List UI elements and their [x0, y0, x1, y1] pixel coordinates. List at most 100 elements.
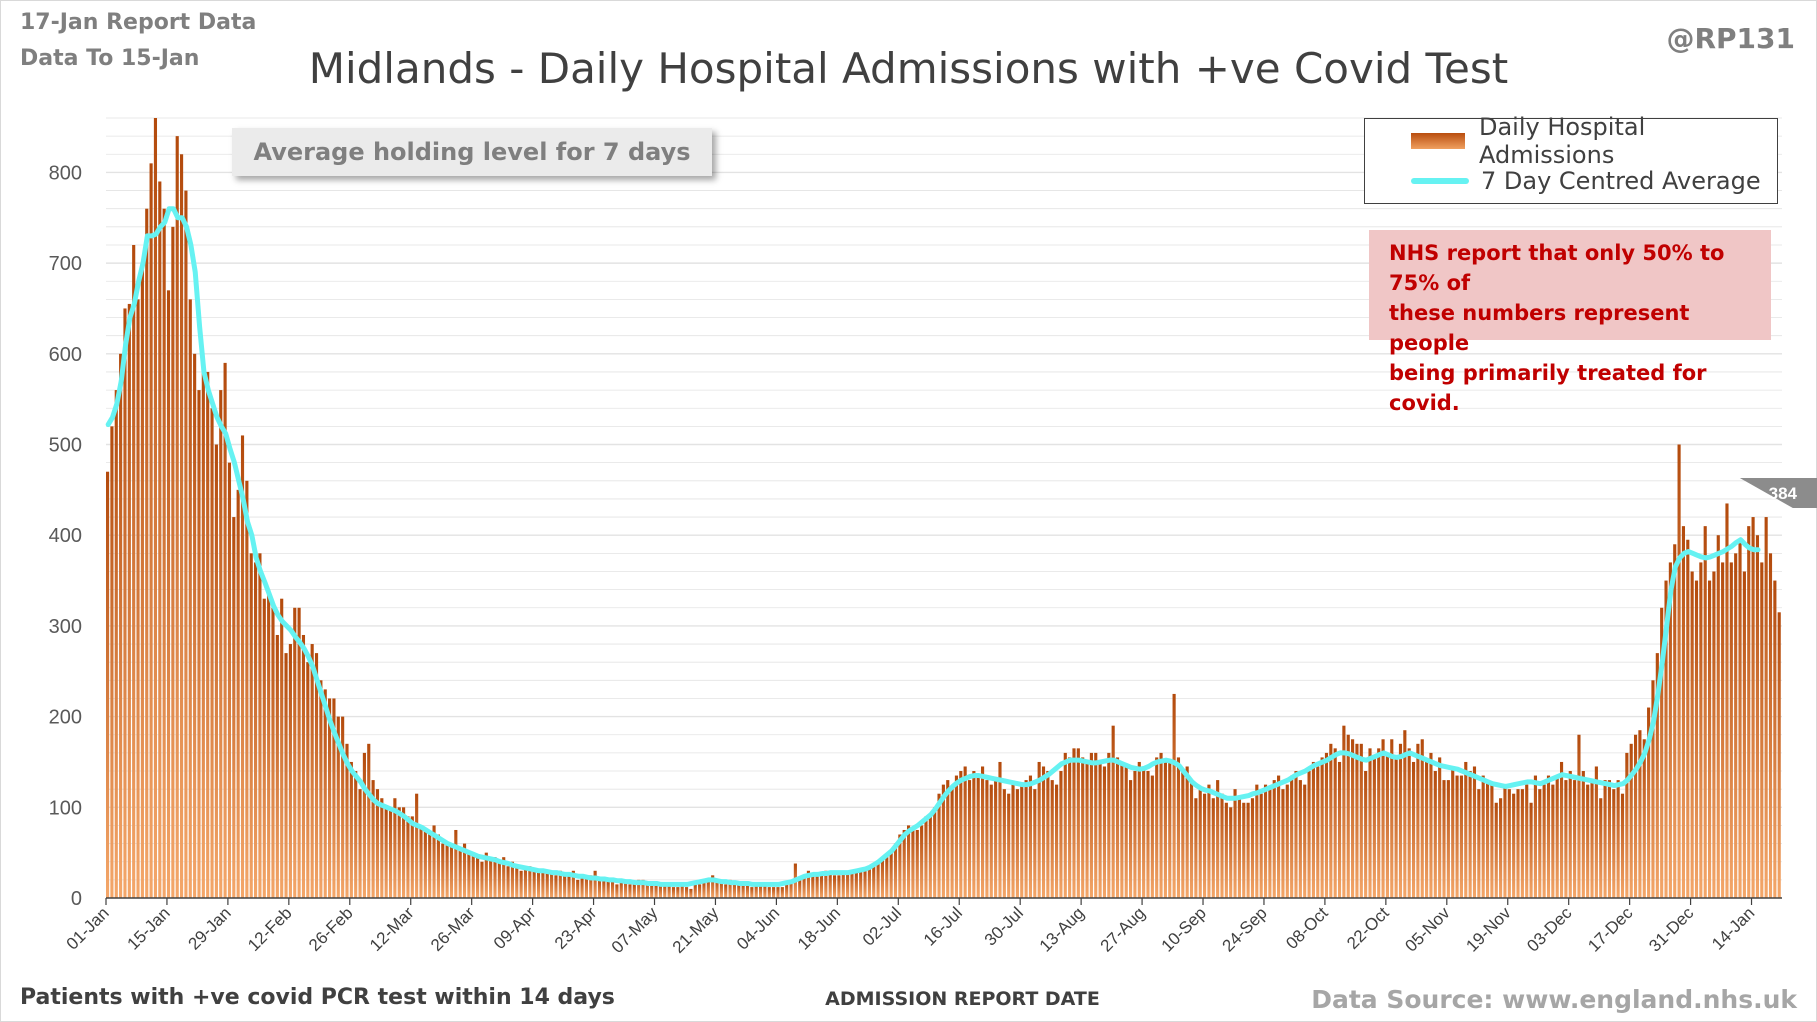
bar [497, 861, 501, 898]
y-tick-label: 700 [49, 253, 82, 275]
bar [1055, 784, 1059, 898]
bar [1259, 793, 1263, 898]
x-tick-label: 14-Jan [1708, 903, 1758, 953]
bar [249, 553, 253, 898]
bar [859, 870, 863, 898]
bar [201, 362, 205, 898]
x-tick-label: 15-Jan [124, 903, 174, 953]
bar [1015, 789, 1019, 898]
bar [867, 866, 871, 898]
bar [415, 793, 419, 898]
x-tick-label: 24-Sep [1219, 903, 1271, 955]
bar [676, 887, 680, 898]
bar [933, 807, 937, 898]
bar [1638, 730, 1642, 898]
bar [1625, 752, 1629, 898]
bar [223, 362, 227, 898]
y-tick-label: 300 [49, 616, 82, 638]
bar [1316, 766, 1320, 898]
bar [1677, 444, 1681, 898]
legend-item-daily: Daily Hospital Admissions [1365, 113, 1777, 169]
bar [689, 888, 693, 898]
bar [1303, 784, 1307, 898]
bar [319, 680, 323, 898]
bar [724, 884, 728, 898]
x-tick-label: 31-Dec [1645, 903, 1698, 956]
bar [1377, 748, 1381, 898]
bar [362, 752, 366, 898]
bar [850, 870, 854, 898]
bar [332, 698, 336, 898]
bar [1481, 775, 1485, 898]
bar [1768, 553, 1773, 898]
bar [419, 825, 423, 898]
value-callout: 384 [1739, 478, 1817, 508]
bar [227, 462, 232, 898]
bar [706, 879, 710, 898]
bar [1163, 761, 1167, 898]
x-tick-label: 02-Jul [859, 903, 905, 949]
bar [428, 834, 432, 898]
bar [1468, 771, 1472, 898]
bar [1747, 526, 1751, 898]
bar [1037, 761, 1041, 898]
bar [550, 870, 554, 898]
bar [1490, 784, 1494, 898]
bar [1403, 730, 1407, 898]
bar [1159, 752, 1163, 898]
nhs-note-line-2: these numbers represent people [1389, 301, 1690, 355]
bar [1028, 775, 1033, 898]
bar [236, 489, 240, 898]
bar [388, 807, 393, 898]
bar [375, 789, 380, 898]
bar [1207, 784, 1211, 898]
bar [254, 562, 258, 898]
bar [140, 263, 144, 898]
bar [637, 879, 641, 898]
bar [632, 884, 636, 898]
legend-label-daily: Daily Hospital Admissions [1478, 113, 1646, 169]
bar [1642, 739, 1646, 898]
legend-label-average: 7 Day Centred Average [1481, 167, 1761, 195]
bar [584, 875, 588, 898]
bar [119, 353, 123, 898]
bar [719, 881, 723, 898]
bar [1081, 757, 1085, 898]
bar [1155, 757, 1159, 898]
bar [114, 390, 118, 898]
bar [1633, 734, 1638, 898]
bar [1229, 807, 1233, 898]
bar [214, 444, 218, 898]
bar [127, 303, 131, 898]
bar [1673, 544, 1677, 898]
bar [384, 807, 388, 898]
bar [959, 771, 963, 898]
bar [1346, 734, 1350, 898]
bar [780, 887, 784, 898]
bar [963, 766, 967, 898]
x-tick-label: 03-Dec [1523, 903, 1576, 956]
bar [711, 875, 715, 898]
bar [1181, 771, 1185, 898]
bar [1516, 789, 1520, 898]
bar [1198, 789, 1202, 898]
bar [1115, 757, 1120, 898]
bar [1499, 798, 1503, 898]
chart-title: Midlands - Daily Hospital Admissions wit… [308, 44, 1509, 93]
bar-series [106, 118, 1781, 899]
bar [1420, 739, 1424, 898]
bar [210, 408, 214, 898]
bar [1298, 780, 1302, 898]
bar [702, 881, 706, 898]
bar [171, 226, 175, 898]
bar [798, 879, 802, 898]
bar [824, 870, 828, 898]
bar [906, 825, 911, 898]
bar [772, 887, 776, 898]
bar [1220, 793, 1224, 898]
bar [323, 689, 327, 898]
y-tick-label: 0 [71, 888, 82, 910]
bar [1555, 775, 1559, 898]
bar [1355, 743, 1359, 898]
bar [232, 517, 236, 898]
